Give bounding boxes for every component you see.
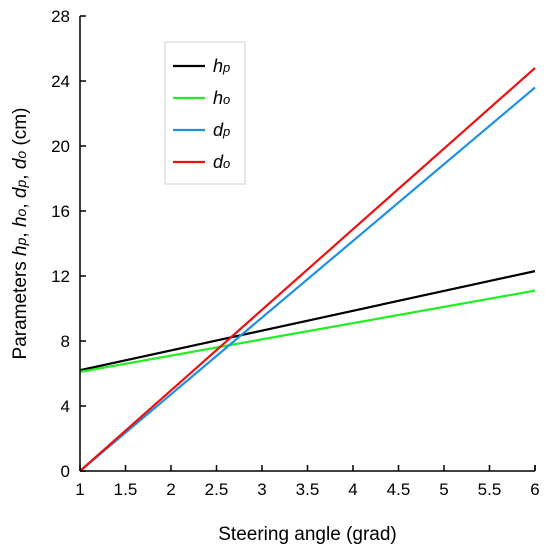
y-tick-label: 28 xyxy=(51,7,70,26)
y-tick-label: 16 xyxy=(51,202,70,221)
series-line-do xyxy=(79,67,536,472)
legend-label-do: do xyxy=(213,152,230,172)
x-tick-label: 3 xyxy=(257,480,266,499)
x-tick-label: 6 xyxy=(530,480,539,499)
x-tick-label: 5.5 xyxy=(478,480,502,499)
x-tick-label: 2.5 xyxy=(205,480,229,499)
x-tick-label: 1 xyxy=(75,480,84,499)
x-axis-title: Steering angle (grad) xyxy=(218,524,397,545)
x-tick-label: 5 xyxy=(439,480,448,499)
x-tick-label: 3.5 xyxy=(296,480,320,499)
series-line-ho xyxy=(79,289,536,373)
legend-label-dp: dp xyxy=(213,120,230,140)
y-tick-label: 20 xyxy=(51,137,70,156)
y-tick-label: 24 xyxy=(51,72,70,91)
y-tick-label: 8 xyxy=(61,332,70,351)
x-ticks: 1 1.5 2 2.5 3 3.5 4 4.5 5 5.5 6 xyxy=(75,465,540,499)
y-axis-title: Parameters hp, ho, dp, do (cm) xyxy=(10,108,31,360)
x-tick-label: 1.5 xyxy=(114,480,138,499)
series-line-dp xyxy=(79,86,536,472)
x-tick-label: 4.5 xyxy=(387,480,411,499)
legend: hp ho dp do xyxy=(164,41,246,185)
series-layer xyxy=(79,67,536,472)
y-tick-label: 12 xyxy=(51,267,70,286)
x-tick-label: 2 xyxy=(166,480,175,499)
x-tick-label: 4 xyxy=(348,480,357,499)
y-tick-label: 4 xyxy=(61,397,70,416)
legend-label-hp: hp xyxy=(213,56,230,76)
y-ticks: 0 4 8 12 16 20 24 28 xyxy=(51,7,86,481)
y-tick-label: 0 xyxy=(61,462,70,481)
legend-label-ho: ho xyxy=(213,88,230,108)
series-line-hp xyxy=(79,270,536,372)
axes xyxy=(79,16,536,472)
